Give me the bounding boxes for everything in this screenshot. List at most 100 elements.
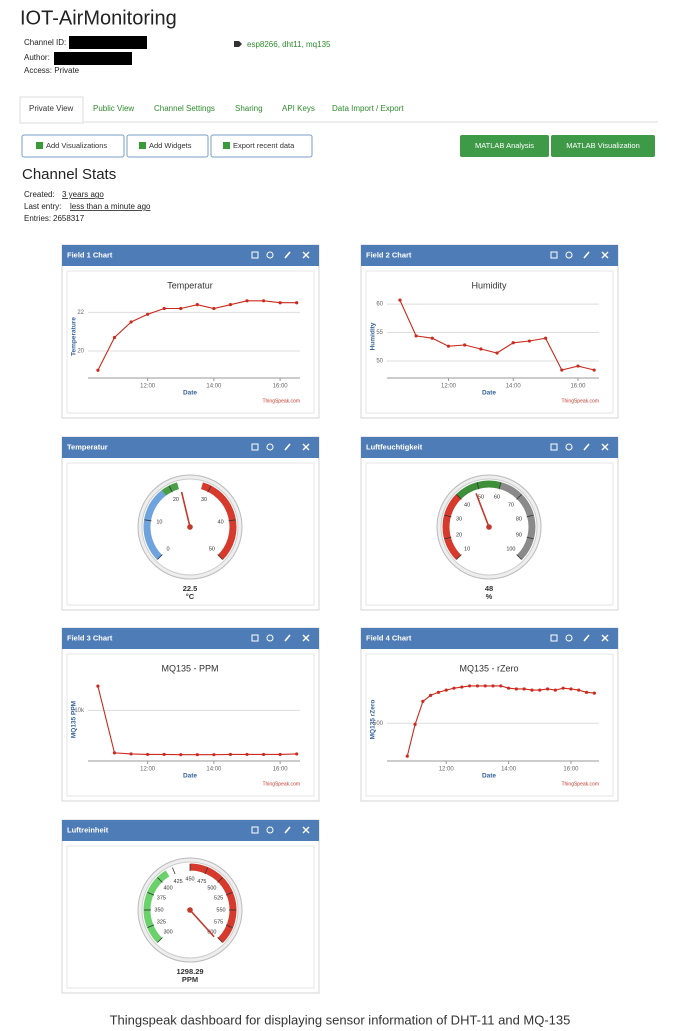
gauge-tick-label: 40 xyxy=(218,520,224,526)
icon-close[interactable] xyxy=(302,251,310,259)
icon-comment[interactable] xyxy=(266,251,274,259)
data-point xyxy=(261,752,266,757)
icon-edit[interactable] xyxy=(583,634,590,642)
icon-comment[interactable] xyxy=(266,634,274,642)
icon-edit[interactable] xyxy=(284,826,291,834)
active-tab xyxy=(19,96,84,124)
data-point xyxy=(162,752,166,757)
gauge-tick xyxy=(228,519,236,522)
gauge-band xyxy=(143,870,170,943)
button-label: MATLAB Visualization xyxy=(566,141,640,150)
icon-close[interactable] xyxy=(302,826,310,834)
gauge-tick-label: 375 xyxy=(157,896,166,902)
gauge-tick-label: 100 xyxy=(506,546,515,552)
data-point xyxy=(146,752,150,757)
icon-popout[interactable] xyxy=(251,634,259,642)
data-point xyxy=(538,688,542,692)
credit: ThingSpeak.com xyxy=(561,398,599,404)
gauge-tick xyxy=(476,482,480,490)
gauge-tick-label: 60 xyxy=(494,495,500,501)
tab[interactable]: Private View xyxy=(29,104,74,113)
x-tick-label: 14:00 xyxy=(501,767,517,773)
icon-close[interactable] xyxy=(601,634,609,642)
icon-close[interactable] xyxy=(302,634,310,642)
gauge-tick-label: 425 xyxy=(174,879,183,885)
gauge-band xyxy=(143,490,166,560)
icon-comment[interactable] xyxy=(266,443,274,451)
data-point xyxy=(545,687,550,691)
icon-comment[interactable] xyxy=(266,826,274,834)
tags[interactable]: esp8266, dht11, mq135 xyxy=(247,40,331,49)
gauge-hub xyxy=(187,907,193,913)
stats-label: Last entry: xyxy=(24,202,61,211)
data-point xyxy=(444,688,448,692)
data-point xyxy=(499,684,503,688)
tab[interactable]: Channel Settings xyxy=(154,104,215,113)
x-axis-label: Date xyxy=(482,773,496,780)
data-point xyxy=(212,753,216,757)
icon-popout[interactable] xyxy=(251,251,259,259)
icon-edit[interactable] xyxy=(583,251,590,259)
stats-label: Entries: xyxy=(24,214,51,223)
tab[interactable]: Data Import / Export xyxy=(332,104,404,113)
credit: ThingSpeak.com xyxy=(262,398,300,404)
icon-popout[interactable] xyxy=(550,251,558,259)
x-tick-label: 14:00 xyxy=(506,384,522,390)
matlab-button[interactable] xyxy=(551,135,655,157)
widget-title: Luftfeuchtigkeit xyxy=(366,442,423,451)
button-icon xyxy=(139,142,146,149)
icon-edit[interactable] xyxy=(284,251,291,259)
data-point xyxy=(584,690,589,694)
data-point xyxy=(560,368,564,372)
tab[interactable]: API Keys xyxy=(282,104,315,113)
matlab-button[interactable] xyxy=(460,135,549,157)
tab[interactable]: Public View xyxy=(93,104,134,113)
icon-edit[interactable] xyxy=(284,443,291,451)
data-point xyxy=(452,686,456,690)
data-point xyxy=(436,690,441,694)
credit: ThingSpeak.com xyxy=(262,781,300,787)
button[interactable] xyxy=(21,134,125,158)
data-point xyxy=(112,335,117,340)
button[interactable] xyxy=(210,134,313,158)
icon-close[interactable] xyxy=(302,443,310,451)
gauge-tick-label: 325 xyxy=(157,919,166,925)
data-point xyxy=(228,752,233,757)
data-point xyxy=(162,306,166,311)
data-point xyxy=(543,336,548,340)
y-tick-label: 60 xyxy=(376,302,383,308)
data-point xyxy=(514,687,518,691)
y-tick-label: 20 xyxy=(77,349,84,355)
gauge-value: 1298.29 xyxy=(176,967,203,976)
icon-edit[interactable] xyxy=(284,634,291,642)
data-point xyxy=(179,753,183,757)
x-axis-label: Date xyxy=(482,390,496,397)
icon-popout[interactable] xyxy=(251,826,259,834)
y-axis-label: MQ135 rZero xyxy=(370,700,377,740)
gauge-tick-label: 50 xyxy=(478,495,484,501)
widget-header xyxy=(62,437,319,458)
channel-id-label: Channel ID: xyxy=(24,38,66,47)
data-point xyxy=(96,684,100,688)
icon-popout[interactable] xyxy=(251,443,259,451)
icon-popout[interactable] xyxy=(550,634,558,642)
icon-comment[interactable] xyxy=(565,443,573,451)
button[interactable] xyxy=(126,134,209,158)
gauge-band xyxy=(200,482,237,560)
icon-close[interactable] xyxy=(601,443,609,451)
data-point xyxy=(405,754,409,758)
data-point xyxy=(295,301,299,305)
gauge-unit: % xyxy=(486,592,493,601)
icon-edit[interactable] xyxy=(583,443,590,451)
data-point xyxy=(463,343,467,347)
stats-value: 3 years ago xyxy=(62,190,104,199)
button-label: Add Widgets xyxy=(149,141,192,150)
gauge-tick-label: 40 xyxy=(464,503,470,509)
icon-comment[interactable] xyxy=(565,634,573,642)
icon-popout[interactable] xyxy=(550,443,558,451)
icon-close[interactable] xyxy=(601,251,609,259)
data-point xyxy=(421,699,425,703)
icon-comment[interactable] xyxy=(565,251,573,259)
tab[interactable]: Sharing xyxy=(235,104,263,113)
gauge-tick-label: 350 xyxy=(154,907,163,913)
